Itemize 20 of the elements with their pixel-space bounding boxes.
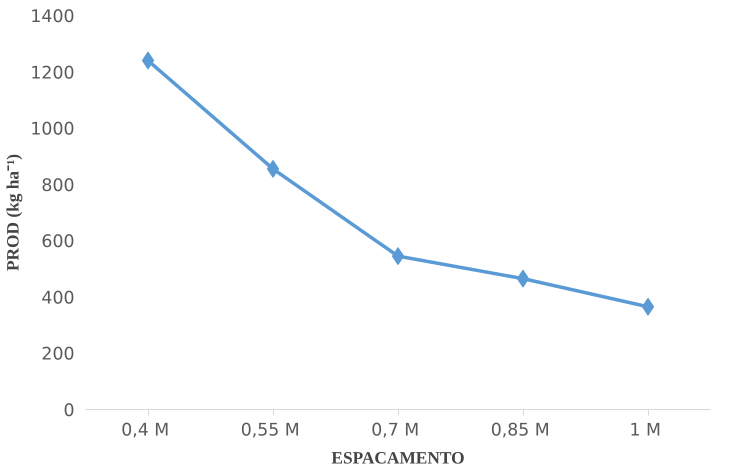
point [516, 270, 530, 288]
point [266, 160, 280, 178]
y-tick-label: 1400 [30, 7, 75, 27]
x-tick-label: 0,4 M [121, 420, 170, 440]
x-tick-label: 0,55 M [240, 420, 300, 440]
y-tick-label: 400 [41, 288, 75, 308]
x-tick-label: 0,85 M [490, 420, 550, 440]
x-tick-label: 1 M [630, 420, 661, 440]
y-tick-label: 200 [41, 344, 75, 365]
x-axis-title: ESPACAMENTO [331, 448, 465, 468]
y-tick-label: 0 [63, 401, 75, 421]
point [142, 52, 154, 70]
y-axis-title: PROD (kg ha⁻¹) [3, 154, 22, 272]
point [392, 247, 404, 266]
y-tick-label: 800 [41, 176, 75, 196]
y-tick-label: 600 [41, 232, 75, 252]
y-tick-label: 1000 [30, 120, 75, 140]
point [642, 298, 654, 316]
y-tick-label: 1200 [30, 63, 75, 84]
x-tick-label: 0,7 M [371, 420, 420, 440]
